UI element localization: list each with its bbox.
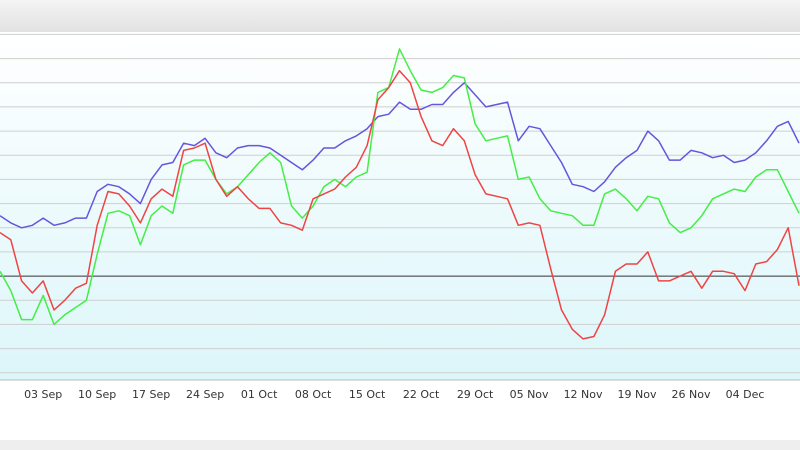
x-tick-label: 19 Nov <box>618 388 657 401</box>
plot-area <box>0 32 800 380</box>
x-tick-label: 24 Sep <box>186 388 224 401</box>
series-line <box>0 82 800 229</box>
x-tick-label: 29 Oct <box>457 388 494 401</box>
x-tick-label: 08 Oct <box>295 388 332 401</box>
x-tick-label: 17 Sep <box>132 388 170 401</box>
series-line <box>0 48 800 326</box>
series-line <box>0 69 800 340</box>
x-tick-label: 12 Nov <box>564 388 603 401</box>
x-tick-label: 04 Dec <box>726 388 765 401</box>
x-tick-label: 22 Oct <box>403 388 440 401</box>
x-tick-label: 03 Sep <box>24 388 62 401</box>
bottom-bar <box>0 440 800 450</box>
x-tick-label: 05 Nov <box>510 388 549 401</box>
x-tick-label: 01 Oct <box>241 388 278 401</box>
x-tick-label: 10 Sep <box>78 388 116 401</box>
top-bar <box>0 0 800 32</box>
x-tick-label: 15 Oct <box>349 388 386 401</box>
x-tick-label: 26 Nov <box>672 388 711 401</box>
